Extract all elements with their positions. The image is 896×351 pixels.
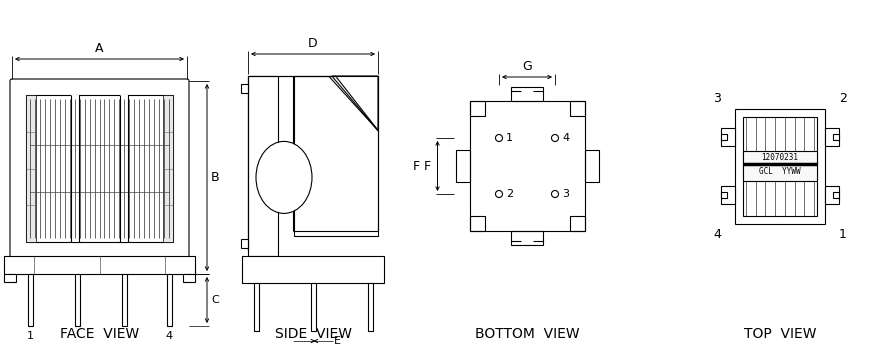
Bar xyxy=(455,150,470,182)
Bar xyxy=(26,95,36,242)
Bar xyxy=(584,150,599,182)
Bar xyxy=(167,274,171,326)
Text: 1: 1 xyxy=(839,227,847,240)
Circle shape xyxy=(552,191,558,198)
Bar xyxy=(4,274,16,282)
FancyBboxPatch shape xyxy=(10,79,189,258)
Text: B: B xyxy=(211,171,220,184)
Bar xyxy=(294,76,378,236)
Text: E: E xyxy=(333,336,340,346)
Text: F: F xyxy=(412,159,419,172)
Text: D: D xyxy=(308,37,318,50)
Bar xyxy=(511,87,543,101)
Bar xyxy=(743,151,817,181)
Circle shape xyxy=(552,134,558,141)
Text: GCL  YYWW: GCL YYWW xyxy=(759,166,801,176)
Bar xyxy=(74,274,80,326)
Bar xyxy=(721,192,727,198)
Bar xyxy=(825,186,839,204)
Text: 1: 1 xyxy=(506,133,513,143)
Text: A: A xyxy=(95,42,104,55)
Bar xyxy=(511,231,543,245)
Bar xyxy=(721,134,727,140)
Bar xyxy=(311,283,315,331)
Text: 4: 4 xyxy=(562,133,569,143)
Polygon shape xyxy=(332,76,378,131)
Text: 4: 4 xyxy=(713,227,721,240)
Bar xyxy=(721,128,735,146)
Bar xyxy=(241,84,248,93)
Ellipse shape xyxy=(256,141,312,213)
Text: FACE  VIEW: FACE VIEW xyxy=(60,327,139,341)
Text: 3: 3 xyxy=(562,189,569,199)
Text: 2: 2 xyxy=(839,92,847,105)
Bar xyxy=(254,283,259,331)
Bar xyxy=(71,95,79,242)
Text: 12070231: 12070231 xyxy=(762,152,798,161)
Bar xyxy=(26,95,173,242)
Bar xyxy=(721,186,735,204)
Bar xyxy=(367,283,373,331)
Bar xyxy=(28,274,32,326)
Text: C: C xyxy=(211,295,219,305)
Bar xyxy=(120,95,128,242)
Bar xyxy=(248,76,276,251)
Bar xyxy=(241,239,248,248)
Bar xyxy=(122,274,126,326)
Bar xyxy=(242,256,384,283)
Bar xyxy=(570,101,584,116)
Circle shape xyxy=(495,134,503,141)
Bar xyxy=(470,216,485,231)
Text: TOP  VIEW: TOP VIEW xyxy=(744,327,816,341)
Text: F: F xyxy=(424,159,431,172)
Text: 3: 3 xyxy=(713,92,721,105)
Bar xyxy=(4,256,195,274)
Bar xyxy=(833,134,839,140)
Bar xyxy=(833,192,839,198)
Text: SIDE  VIEW: SIDE VIEW xyxy=(274,327,351,341)
Text: G: G xyxy=(522,60,532,73)
Bar xyxy=(470,101,584,231)
Text: BOTTOM  VIEW: BOTTOM VIEW xyxy=(475,327,580,341)
Text: 2: 2 xyxy=(506,189,513,199)
Bar xyxy=(248,76,278,256)
Circle shape xyxy=(495,191,503,198)
Bar xyxy=(743,117,817,216)
Bar xyxy=(735,108,825,224)
Bar xyxy=(470,101,485,116)
Text: 4: 4 xyxy=(166,331,173,341)
Bar xyxy=(825,128,839,146)
Bar xyxy=(570,216,584,231)
Bar xyxy=(163,95,173,242)
Bar xyxy=(183,274,195,282)
Text: 1: 1 xyxy=(27,331,33,341)
